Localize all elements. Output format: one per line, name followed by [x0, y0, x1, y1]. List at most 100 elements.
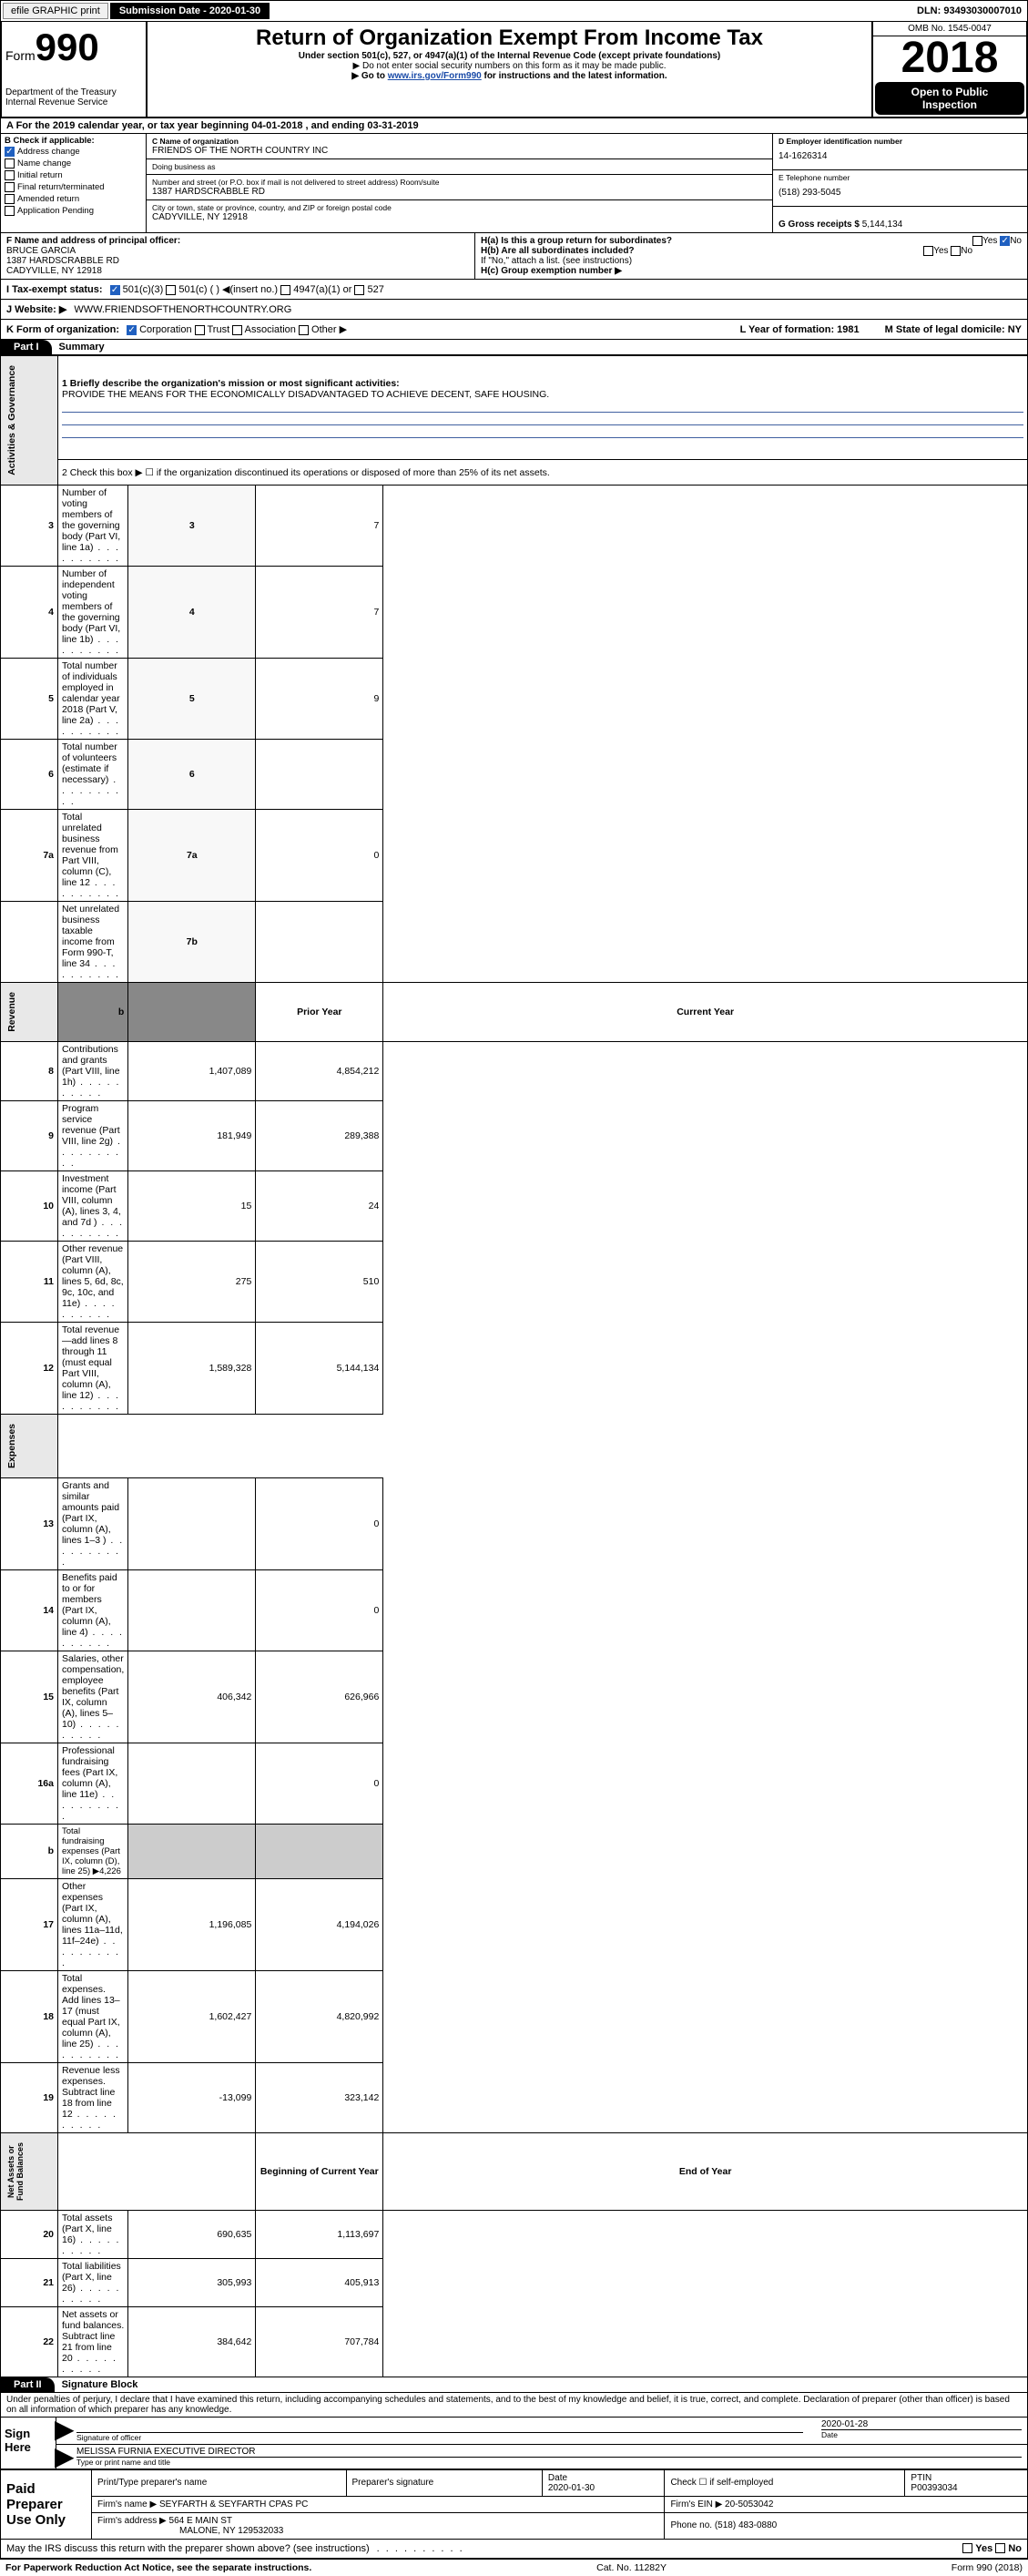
street-lbl: Number and street (or P.O. box if mail i… — [152, 178, 767, 187]
line-text: Revenue less expenses. Subtract line 18 … — [58, 2062, 128, 2132]
ein-lbl: D Employer identification number — [779, 137, 1022, 146]
tel-lbl: E Telephone number — [779, 173, 1022, 182]
prior-val: 690,635 — [128, 2210, 256, 2258]
line-num: 12 — [1, 1322, 58, 1414]
line-text: Investment income (Part VIII, column (A)… — [58, 1170, 128, 1241]
m-state: M State of legal domicile: NY — [885, 324, 1022, 335]
b-chk-3[interactable] — [5, 182, 15, 192]
efile-btn[interactable]: efile GRAPHIC print — [3, 3, 108, 19]
part1-hdr: Part I — [1, 340, 52, 354]
sig-date: 2020-01-28 — [821, 2419, 1022, 2429]
row-i: I Tax-exempt status: ✓ 501(c)(3) 501(c) … — [0, 280, 1028, 300]
prior-val: 275 — [128, 1241, 256, 1322]
j-lbl: J Website: ▶ — [6, 303, 66, 315]
line-val: 7 — [256, 485, 383, 566]
curr-val: 1,113,697 — [256, 2210, 383, 2258]
vtab-revenue: Revenue — [5, 985, 19, 1039]
gross-receipts: 5,144,134 — [862, 220, 903, 230]
b-chk-0[interactable]: ✓ — [5, 147, 15, 157]
line-text: Total liabilities (Part X, line 26) — [58, 2258, 128, 2306]
dln: DLN: 93493030007010 — [917, 5, 1027, 16]
ha-lbl: H(a) Is this a group return for subordin… — [481, 236, 672, 246]
hb-no-chk[interactable] — [951, 246, 961, 256]
part1-title: Summary — [52, 342, 105, 353]
line-num: 16a — [1, 1743, 58, 1824]
i-lbl: I Tax-exempt status: — [6, 284, 103, 295]
discuss-no-chk[interactable] — [995, 2543, 1005, 2553]
form-title: Return of Organization Exempt From Incom… — [151, 26, 868, 51]
row-k: K Form of organization: ✓ Corporation Tr… — [0, 320, 1028, 340]
line-box: 7a — [128, 809, 256, 901]
irs-link[interactable]: www.irs.gov/Form990 — [388, 71, 482, 81]
i-chk-1[interactable] — [166, 285, 176, 295]
b-label: B Check if applicable: — [5, 136, 142, 146]
hb-note: If "No," attach a list. (see instruction… — [481, 256, 1022, 266]
prior-val: 384,642 — [128, 2306, 256, 2377]
prior-val: 1,407,089 — [128, 1041, 256, 1100]
line-text: Program service revenue (Part VIII, line… — [58, 1100, 128, 1170]
k-chk-1[interactable] — [195, 325, 205, 335]
officer-addr1: 1387 HARDSCRABBLE RD — [6, 256, 469, 266]
curr-val: 4,854,212 — [256, 1041, 383, 1100]
vtab-expenses: Expenses — [5, 1416, 19, 1476]
summary-table: Activities & Governance 1 Briefly descri… — [0, 355, 1028, 2377]
line-num: 19 — [1, 2062, 58, 2132]
line-text: Number of voting members of the governin… — [58, 485, 128, 566]
curr-val: 626,966 — [256, 1651, 383, 1743]
prior-val — [128, 1824, 256, 1878]
line-text: Benefits paid to or for members (Part IX… — [58, 1569, 128, 1651]
submission-date: Submission Date - 2020-01-30 — [110, 3, 270, 19]
discuss-yes-chk[interactable] — [962, 2543, 972, 2553]
line-num: 7a — [1, 809, 58, 901]
prep-name-lbl: Print/Type preparer's name — [92, 2469, 347, 2496]
prior-val: -13,099 — [128, 2062, 256, 2132]
hb-yes: Yes — [933, 246, 948, 256]
b-chk-4[interactable] — [5, 194, 15, 204]
curr-val: 4,194,026 — [256, 1878, 383, 1970]
c-name-lbl: C Name of organization — [152, 137, 767, 146]
prior-val: 305,993 — [128, 2258, 256, 2306]
b-chk-5[interactable] — [5, 206, 15, 216]
line-val — [256, 901, 383, 982]
line-text: Total assets (Part X, line 16) — [58, 2210, 128, 2258]
line-num: 10 — [1, 1170, 58, 1241]
current-year-hdr: Current Year — [383, 982, 1028, 1041]
pra-notice: For Paperwork Reduction Act Notice, see … — [5, 2562, 311, 2573]
hb-yes-chk[interactable] — [923, 246, 933, 256]
prior-val: 1,196,085 — [128, 1878, 256, 1970]
k-chk-3[interactable] — [299, 325, 309, 335]
ha-no: No — [1010, 236, 1022, 246]
phone: (518) 483-0880 — [715, 2520, 777, 2530]
line-num: 20 — [1, 2210, 58, 2258]
officer-addr2: CADYVILLE, NY 12918 — [6, 266, 469, 276]
line-text: Total fundraising expenses (Part IX, col… — [58, 1824, 128, 1878]
i-chk-0[interactable]: ✓ — [110, 285, 120, 295]
curr-val: 24 — [256, 1170, 383, 1241]
ha-yes-chk[interactable] — [972, 236, 982, 246]
top-bar: efile GRAPHIC print Submission Date - 20… — [0, 0, 1028, 22]
beg-year-hdr: Beginning of Current Year — [256, 2132, 383, 2210]
ha-no-chk[interactable]: ✓ — [1000, 236, 1010, 246]
b-item-2: Initial return — [17, 170, 63, 180]
line-text: Total unrelated business revenue from Pa… — [58, 809, 128, 901]
line-num: 21 — [1, 2258, 58, 2306]
dept-treasury: Department of the Treasury Internal Reve… — [5, 87, 142, 107]
prep-sig-lbl: Preparer's signature — [346, 2469, 542, 2496]
k-chk-0[interactable]: ✓ — [127, 325, 137, 335]
telephone: (518) 293-5045 — [779, 182, 1022, 203]
b-chk-2[interactable] — [5, 170, 15, 180]
k-chk-2[interactable] — [232, 325, 242, 335]
sig-arrow-icon: ▶ — [55, 2414, 75, 2444]
line-text: Grants and similar amounts paid (Part IX… — [58, 1477, 128, 1569]
b-chk-1[interactable] — [5, 158, 15, 169]
goto-pre: ▶ Go to — [351, 71, 387, 81]
self-emp-chk[interactable]: Check ☐ if self-employed — [665, 2469, 905, 2496]
line-num: 18 — [1, 1970, 58, 2062]
prep-date: 2020-01-30 — [548, 2483, 595, 2493]
i-chk-3[interactable] — [354, 285, 364, 295]
firm-addr-lbl: Firm's address ▶ — [97, 2516, 167, 2526]
line-num: 4 — [1, 566, 58, 658]
i-chk-2[interactable] — [280, 285, 290, 295]
l-year: L Year of formation: 1981 — [740, 324, 860, 335]
prior-val: 406,342 — [128, 1651, 256, 1743]
